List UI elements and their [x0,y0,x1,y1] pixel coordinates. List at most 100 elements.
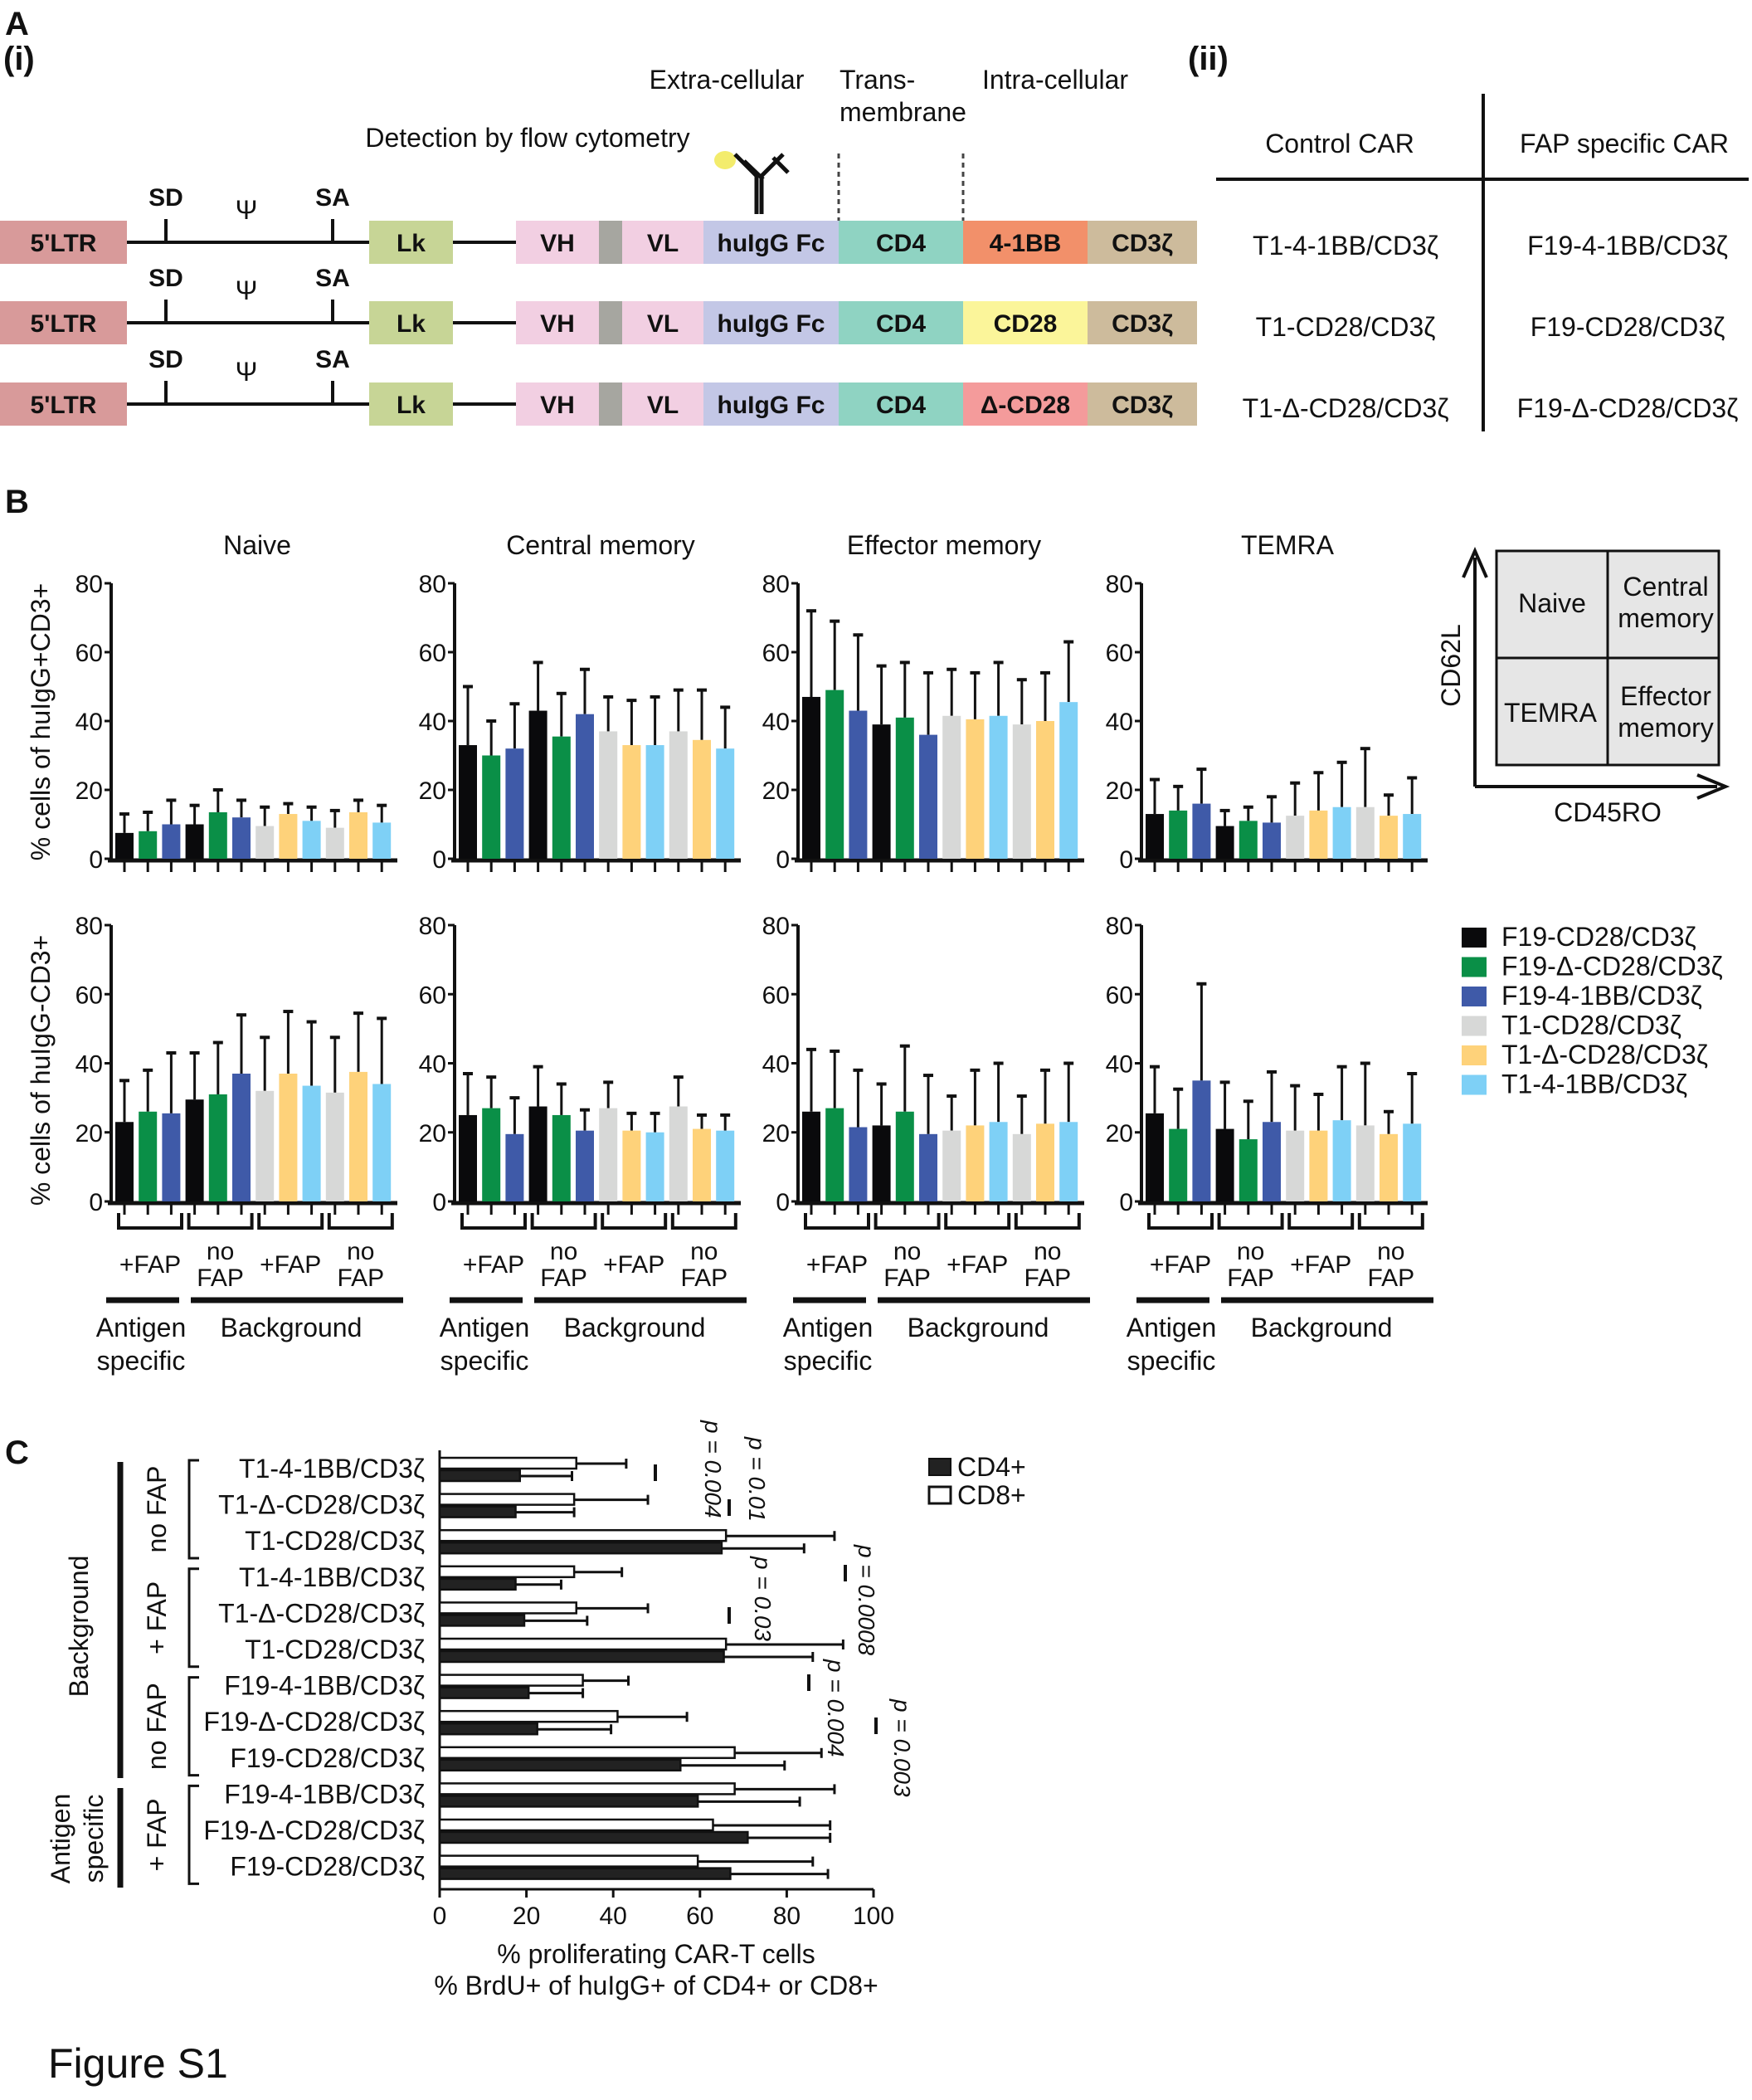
bar [872,1125,891,1201]
table-cell: F19-Δ-CD28/CD3ζ [1517,393,1739,423]
bar [1036,1123,1054,1201]
lk-domain [369,301,453,344]
bar [459,745,477,859]
bar [599,1108,618,1201]
y-tick-label: 60 [1106,640,1133,667]
row-label: T1-Δ-CD28/CD3ζ [218,1490,425,1520]
bar [438,1565,576,1579]
vl-domain [622,301,703,344]
condition-bracket [187,1567,199,1669]
bar [919,1133,937,1201]
condition-bracket [187,1676,199,1777]
lk-domain [369,221,453,264]
y-tick-label: 0 [432,846,446,874]
y-tick-label: 0 [89,846,103,874]
bar [208,811,227,859]
group-bracket [1147,1213,1214,1230]
bar [989,1122,1008,1201]
y-tick-label: 20 [762,777,790,805]
specific-label: specific [1127,1346,1216,1376]
ltr-label: 5'LTR [31,310,97,338]
group-bracket [1014,1213,1081,1230]
p-value-label: p = 0.03 [750,1556,776,1641]
condition-label: no FAP [142,1683,172,1770]
group-label-fap: FAP [1024,1264,1071,1292]
bar [849,710,868,859]
bar [232,1073,251,1201]
bar [438,1456,577,1470]
specific-label: specific [784,1346,873,1376]
group-label-fap: FAP [337,1264,384,1292]
bar [1403,814,1422,859]
bar [645,745,664,859]
bar [438,1541,723,1555]
hinge-domain [599,301,622,344]
group-label-fap: FAP [197,1264,244,1292]
y-tick-label: 20 [1106,1120,1133,1147]
bar [895,1111,914,1201]
panel-label-c: C [5,1435,29,1471]
bar [438,1854,699,1868]
fc-domain [703,221,839,264]
lk-label: Lk [397,392,426,419]
ltr-label: 5'LTR [31,230,97,257]
bar [1355,806,1375,859]
bar [1059,1122,1078,1201]
legend-swatch-cd4 [928,1458,951,1476]
transmembrane-label-2: membrane [840,97,966,127]
table-cell: T1-4-1BB/CD3ζ [1253,231,1438,261]
y-tick-label: 40 [75,709,103,736]
bar [802,1111,820,1201]
legend-swatch [1462,1074,1487,1095]
bar [849,1127,868,1201]
table-cell: T1-CD28/CD3ζ [1256,312,1436,342]
cd45ro-label: CD45RO [1554,797,1662,827]
bar [438,1795,699,1808]
row-label: T1-4-1BB/CD3ζ [239,1454,425,1484]
group-label-no: no [207,1238,234,1265]
condition-bracket [187,1784,199,1885]
y-tick-label: 0 [89,1189,103,1216]
group-label-fap: +FAP [1150,1251,1211,1279]
psi-label: Ψ [236,275,258,305]
y-tick-label: 40 [762,1051,790,1079]
chart-b: Naive 0 20 40 60 80 Central memory 0 20 40 60 80 Eff… [75,530,1433,1376]
vl-label: VL [647,310,679,338]
bar [438,1601,577,1615]
bar [1286,1130,1305,1201]
panel-title: Naive [223,530,291,560]
panel-label-i: (i) [3,41,35,77]
y-tick-label: 0 [432,1189,446,1216]
antigen-label: Antigen [440,1313,530,1342]
bar [1355,1125,1375,1201]
sd-label: SD [148,184,183,212]
row-label: T1-4-1BB/CD3ζ [239,1562,425,1592]
cd4-label: CD4 [876,392,926,419]
cd3z-label: CD3ζ [1112,310,1173,338]
legend-label-cd8: CD8+ [957,1480,1026,1510]
group-label-fap: FAP [1367,1264,1414,1292]
bar [989,715,1008,859]
bar [645,1132,664,1201]
intracellular-label: Intra-cellular [982,65,1128,95]
bar [372,1084,392,1201]
specific-label: specific [97,1346,186,1376]
y-tick-label: 60 [75,640,103,667]
bar [438,1686,530,1699]
bar [576,714,594,859]
sa-label: SA [315,265,350,292]
lk-label: Lk [397,230,426,257]
group-label-no: no [893,1238,921,1265]
group-bracket [327,1213,394,1230]
legend-label: F19-4-1BB/CD3ζ [1501,981,1702,1011]
bar [966,1125,985,1201]
group-label-fap: +FAP [260,1251,321,1279]
y-tick-label: 80 [1106,913,1133,940]
group-bracket [460,1213,527,1230]
antigen-label: Antigen [46,1794,75,1884]
bar [552,1114,571,1201]
vh-domain [516,221,599,264]
bar [185,824,204,859]
bar [279,1073,298,1201]
ltr-label: 5'LTR [31,392,97,419]
